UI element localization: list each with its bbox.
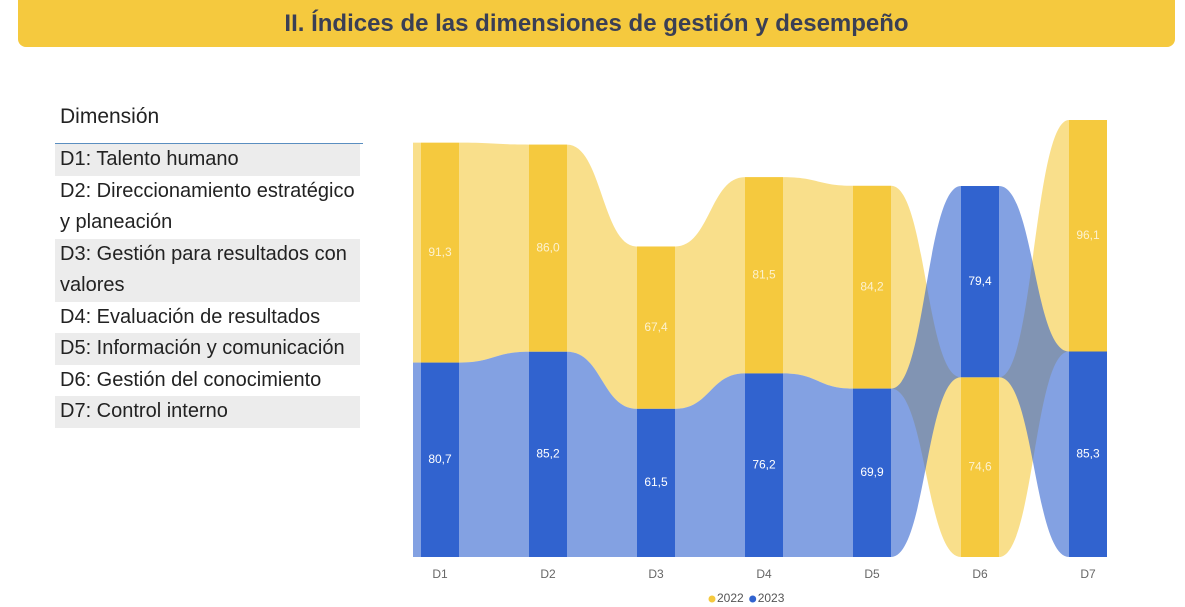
x-tick-label: D4: [756, 567, 772, 581]
ribbon: [567, 144, 637, 409]
dimension-item: D1: Talento humano: [55, 144, 360, 176]
data-label: 76,2: [752, 457, 776, 471]
data-label: 80,7: [428, 452, 452, 466]
ribbon: [783, 177, 853, 389]
data-label: 81,5: [752, 267, 776, 281]
ribbon: [675, 177, 745, 409]
dimension-item: D5: Información y comunicación: [55, 333, 360, 365]
dimension-item: D6: Gestión del conocimiento: [60, 368, 322, 391]
ribbon: [675, 373, 745, 557]
bar-segment: [961, 186, 999, 378]
x-tick-label: D3: [648, 567, 664, 581]
ribbon-lead: [413, 362, 421, 557]
x-tick-label: D5: [864, 567, 880, 581]
header-title: II. Índices de las dimensiones de gestió…: [18, 0, 1175, 47]
bar-segment: [745, 373, 783, 557]
data-label: 85,2: [536, 447, 560, 461]
data-label: 86,0: [536, 240, 560, 254]
dimension-panel: Dimensión D1: Talento humano D2: Direccio…: [55, 105, 363, 428]
data-label: 84,2: [860, 279, 884, 293]
dimension-item: D2: Direccionamiento estratégico y plane…: [60, 179, 355, 234]
bar-segment: [421, 362, 459, 557]
dimension-item: D7: Control interno: [55, 396, 360, 428]
ribbon: [459, 351, 529, 557]
ribbon: [783, 373, 853, 557]
legend-label: 2022: [717, 591, 744, 605]
bar-segment: [1069, 120, 1107, 352]
x-tick-label: D6: [972, 567, 988, 581]
data-label: 69,9: [860, 465, 884, 479]
bar-segment: [961, 377, 999, 557]
ribbon: [999, 186, 1069, 557]
data-label: 91,3: [428, 245, 452, 259]
dimension-list: D1: Talento humano D2: Direccionamiento e…: [55, 144, 363, 428]
dimension-item: D4: Evaluación de resultados: [60, 305, 321, 328]
ribbon-lead: [413, 142, 421, 363]
bar-segment: [421, 142, 459, 363]
x-tick-label: D2: [540, 567, 556, 581]
bar-segment: [529, 351, 567, 557]
ribbon: [891, 186, 961, 557]
dimension-item: D3: Gestión para resultados con valores: [55, 238, 360, 302]
data-label: 79,4: [968, 274, 992, 288]
legend-label: 2023: [758, 591, 785, 605]
x-tick-label: D7: [1080, 567, 1096, 581]
legend-marker: [708, 595, 716, 603]
bar-segment: [529, 144, 567, 352]
ribbon: [567, 351, 637, 557]
panel-heading: Dimensión: [55, 105, 363, 144]
bar-segment: [1069, 351, 1107, 557]
x-tick-label: D1: [432, 567, 448, 581]
bar-segment: [637, 246, 675, 409]
legend-marker: [749, 595, 757, 603]
data-label: 74,6: [968, 459, 992, 473]
data-label: 67,4: [644, 320, 668, 334]
bar-segment: [853, 388, 891, 557]
data-label: 96,1: [1076, 228, 1100, 242]
ribbon: [459, 142, 529, 363]
bar-segment: [637, 408, 675, 557]
data-label: 61,5: [644, 475, 668, 489]
data-label: 85,3: [1076, 446, 1100, 460]
bar-segment: [853, 185, 891, 389]
bar-segment: [745, 177, 783, 374]
